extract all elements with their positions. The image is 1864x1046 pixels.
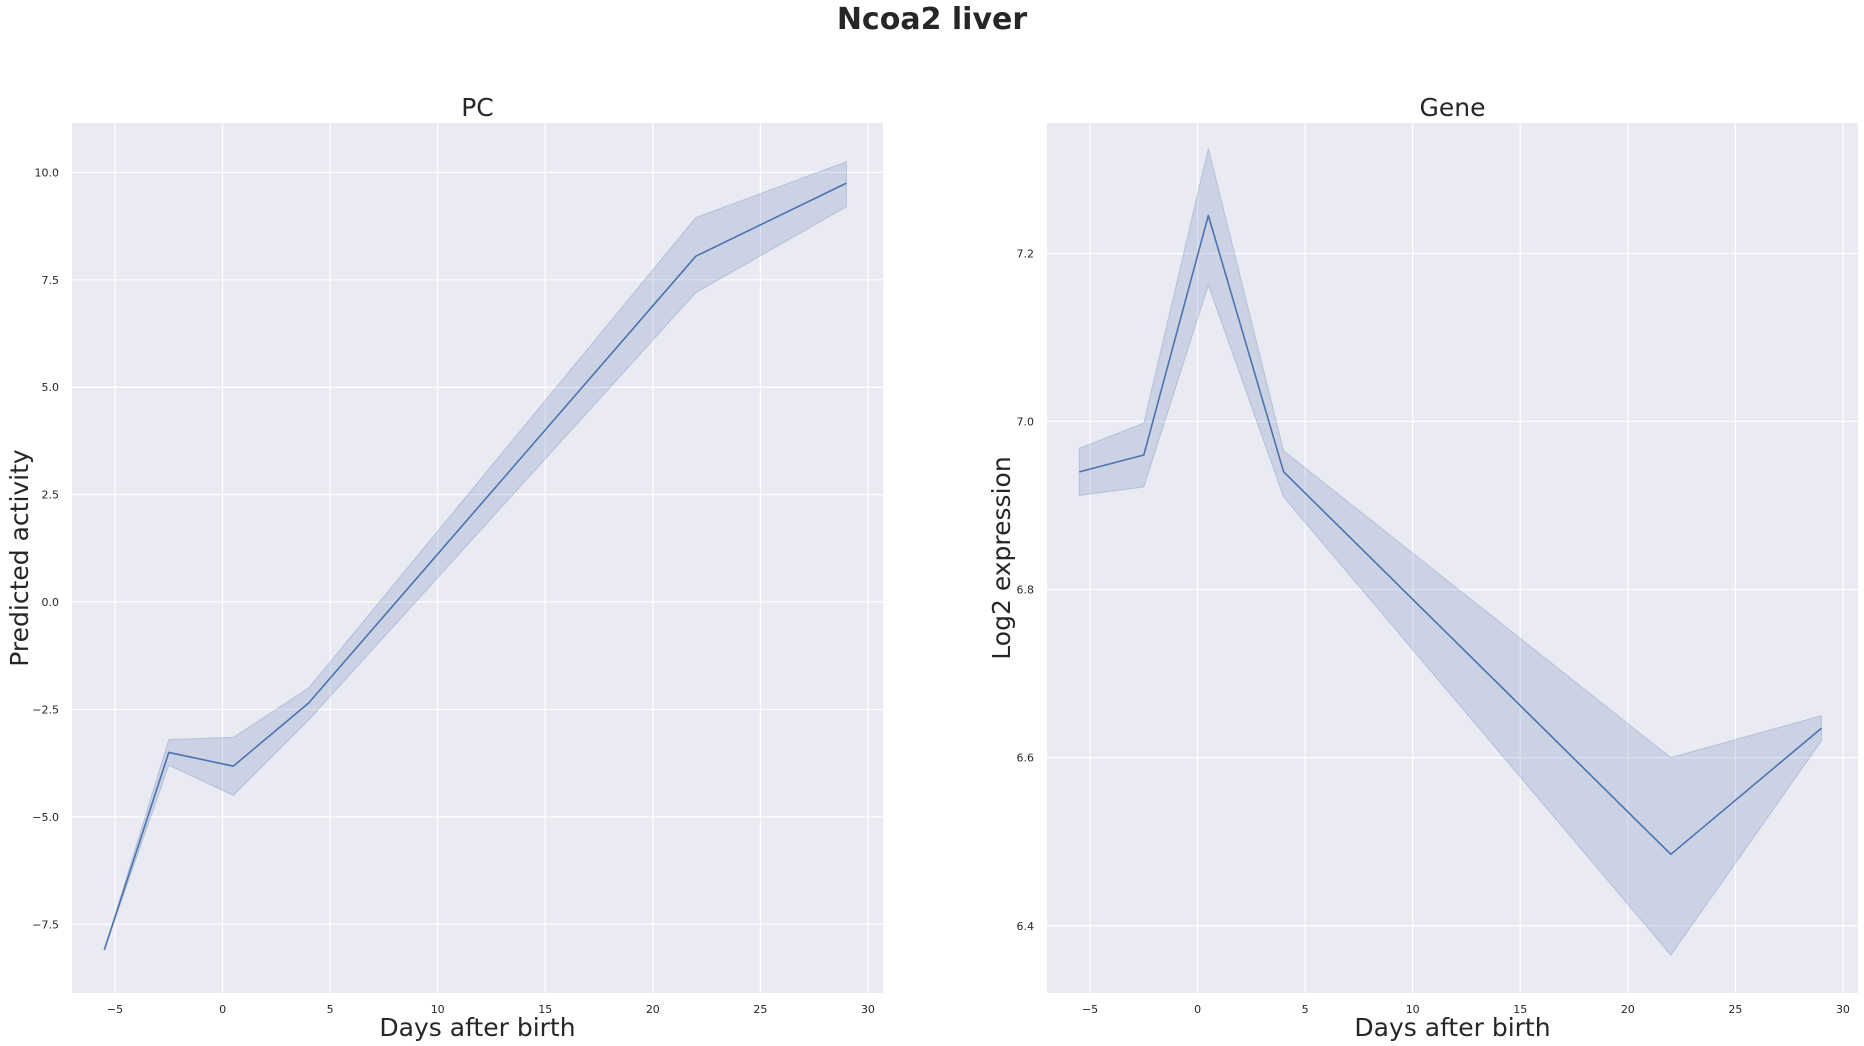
pc-panel-title: PC [461,93,494,122]
pc-series-line [103,182,847,951]
gene-y-tick-label: 7.0 [1017,415,1035,428]
pc-y-tick-label: −7.5 [32,918,59,931]
pc-x-tick-label: −5 [107,1003,123,1016]
pc-confidence-band [103,160,847,951]
gene-x-axis-label: Days after birth [1354,1013,1550,1042]
pc-x-tick-label: 10 [431,1003,445,1016]
gene-confidence-band [1078,148,1822,956]
gene-x-tick-label: 15 [1513,1003,1527,1016]
gene-y-tick-label: 6.6 [1017,752,1035,765]
pc-x-axis-label: Days after birth [379,1013,575,1042]
gene-y-tick-label: 6.8 [1017,584,1035,597]
gene-x-tick-label: 0 [1194,1003,1201,1016]
pc-y-tick-label: 10.0 [35,166,60,179]
pc-y-axis-label: Predicted activity [5,449,34,667]
gene-plot-area [1047,123,1858,993]
gene-series-line [1079,214,1822,856]
pc-x-tick-label: 0 [219,1003,226,1016]
gene-y-tick-label: 7.2 [1017,247,1035,260]
gene-x-tick-label: 10 [1406,1003,1420,1016]
pc-x-tick-label: 20 [646,1003,660,1016]
pc-plot-area [72,123,883,993]
pc-y-tick-label: −2.5 [32,703,59,716]
pc-y-tick-label: 5.0 [42,381,60,394]
pc-y-tick-label: 2.5 [42,489,60,502]
gene-x-tick-label: 20 [1621,1003,1635,1016]
panel-pc: −5 0 5 10 15 20 25 30 −7.5 −5.0 −2.5 0.0 2.5 5.0 7.5 10… [5,93,883,1042]
gene-y-axis-label: Log2 expression [987,456,1016,659]
gene-panel-title: Gene [1420,93,1486,122]
gene-x-tick-label: 25 [1728,1003,1742,1016]
gene-x-tick-label: 5 [1302,1003,1309,1016]
pc-y-tick-label: −5.0 [32,811,59,824]
gene-x-tick-label: −5 [1082,1003,1098,1016]
pc-x-tick-label: 5 [327,1003,334,1016]
pc-x-tick-label: 30 [861,1003,875,1016]
pc-y-tick-label: 0.0 [42,596,60,609]
pc-x-tick-label: 15 [538,1003,552,1016]
gene-x-tick-label: 30 [1836,1003,1850,1016]
panel-gene: −5 0 5 10 15 20 25 30 6.4 6.6 6.8 7.0 7.2 Gene Days af… [987,93,1858,1042]
gene-y-tick-label: 6.4 [1017,920,1035,933]
pc-x-tick-label: 25 [753,1003,767,1016]
figure-title: Ncoa2 liver [837,2,1028,37]
pc-y-tick-label: 7.5 [42,274,60,287]
